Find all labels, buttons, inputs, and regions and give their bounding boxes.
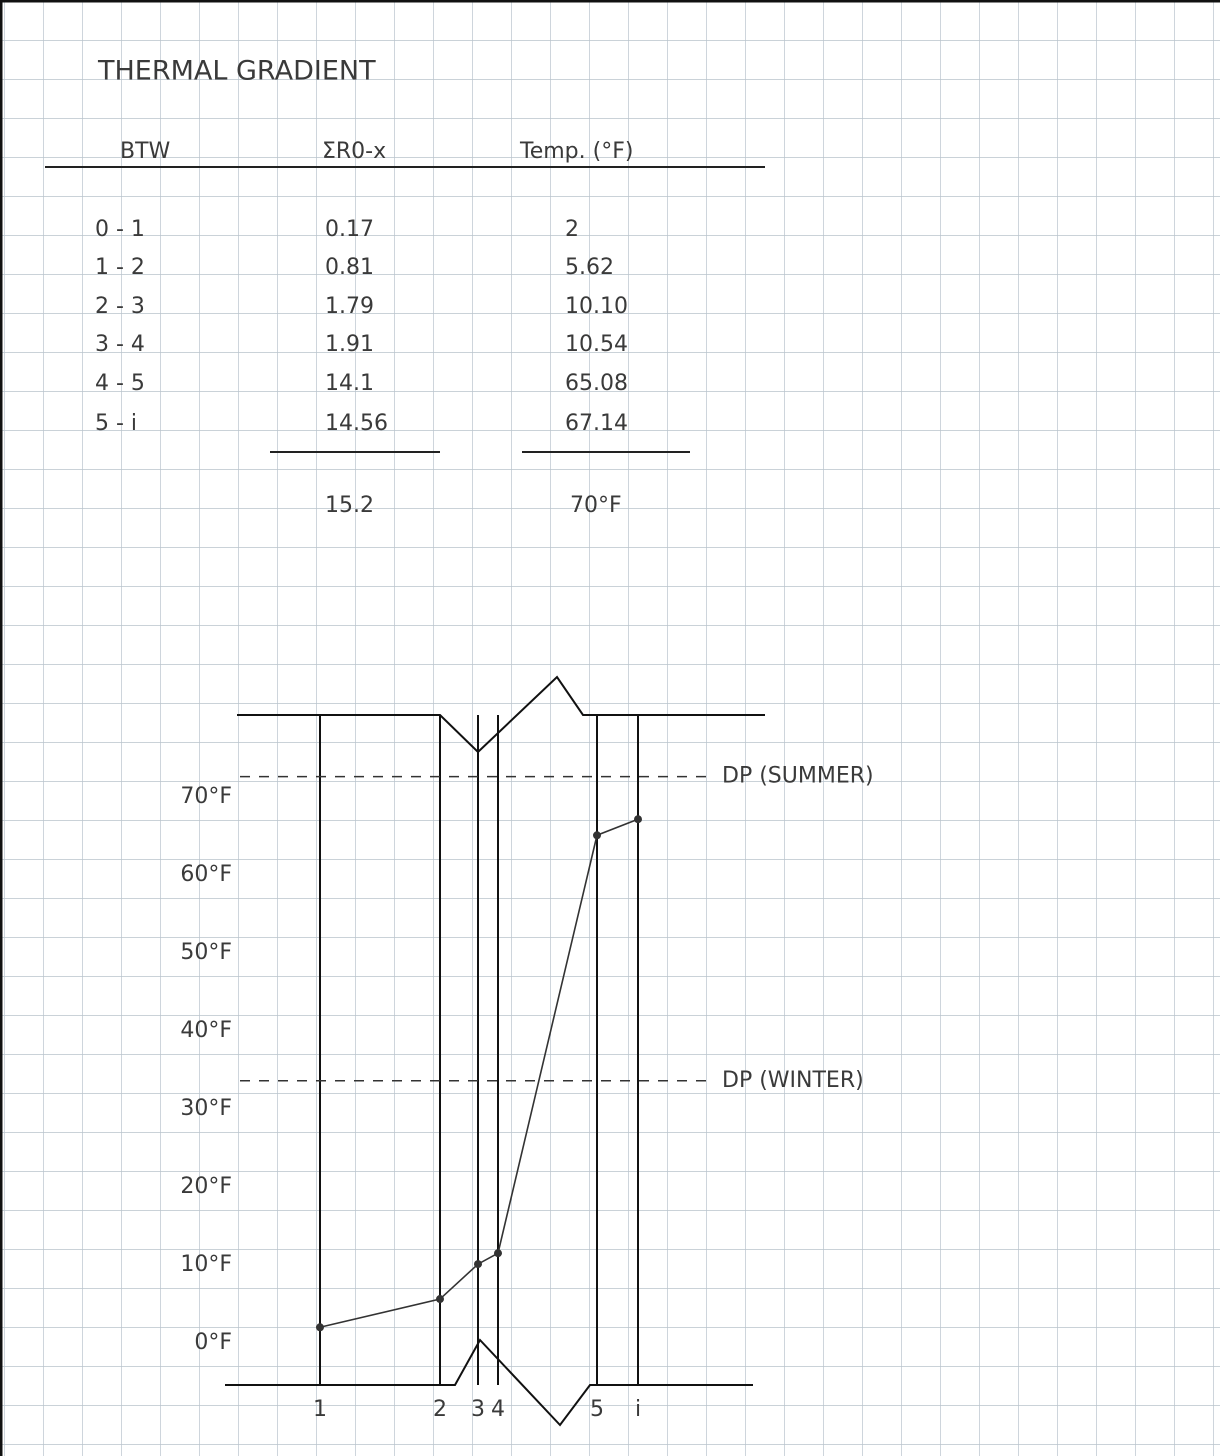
y-tick-label: 0°F <box>194 1330 232 1355</box>
x-tick-label: 3 <box>471 1397 485 1422</box>
grid-background <box>0 0 1220 1456</box>
y-tick-label: 20°F <box>180 1174 232 1199</box>
table-cell: 1.91 <box>325 332 374 357</box>
table-cell: 2 - 3 <box>95 294 145 319</box>
table-cell: 10.10 <box>565 294 628 319</box>
table-cell: 65.08 <box>565 371 628 396</box>
table-cell: 0.17 <box>325 217 374 242</box>
temperature-point <box>436 1295 444 1303</box>
graph-paper: THERMAL GRADIENT BTW ΣR0-x Temp. (°F) 15… <box>0 0 1220 1456</box>
table-cell: 10.54 <box>565 332 628 357</box>
x-tick-label: 2 <box>433 1397 447 1422</box>
table-cell: 1.79 <box>325 294 374 319</box>
table-cell: 4 - 5 <box>95 371 145 396</box>
table-cell: 14.56 <box>325 411 388 436</box>
y-tick-label: 70°F <box>180 784 232 809</box>
y-tick-label: 30°F <box>180 1096 232 1121</box>
x-tick-label: 4 <box>491 1397 505 1422</box>
table-cell: 5 - i <box>95 411 137 436</box>
table-cell: 3 - 4 <box>95 332 145 357</box>
y-tick-label: 40°F <box>180 1018 232 1043</box>
x-tick-label: 1 <box>313 1397 327 1422</box>
temperature-point <box>634 815 642 823</box>
column-header: ΣR0-x <box>322 139 386 164</box>
table-cell: 2 <box>565 217 579 242</box>
column-header: BTW <box>120 139 171 164</box>
table-cell: 1 - 2 <box>95 255 145 280</box>
total: 70°F <box>570 493 622 518</box>
temperature-point <box>494 1249 502 1257</box>
y-tick-label: 60°F <box>180 862 232 887</box>
temperature-point <box>474 1260 482 1268</box>
dew-point-label: DP (WINTER) <box>722 1068 864 1093</box>
table-cell: 5.62 <box>565 255 614 280</box>
total: 15.2 <box>325 493 374 518</box>
y-tick-label: 50°F <box>180 940 232 965</box>
table-cell: 67.14 <box>565 411 628 436</box>
column-header: Temp. (°F) <box>519 139 633 164</box>
x-tick-label: i <box>635 1397 641 1422</box>
title: THERMAL GRADIENT <box>97 56 376 87</box>
table-cell: 14.1 <box>325 371 374 396</box>
temperature-point <box>316 1323 324 1331</box>
page: THERMAL GRADIENT BTW ΣR0-x Temp. (°F) 15… <box>0 0 1220 1456</box>
table-cell: 0 - 1 <box>95 217 145 242</box>
temperature-point <box>593 831 601 839</box>
table-cell: 0.81 <box>325 255 374 280</box>
y-tick-label: 10°F <box>180 1252 232 1277</box>
dew-point-label: DP (SUMMER) <box>722 764 874 789</box>
x-tick-label: 5 <box>590 1397 604 1422</box>
